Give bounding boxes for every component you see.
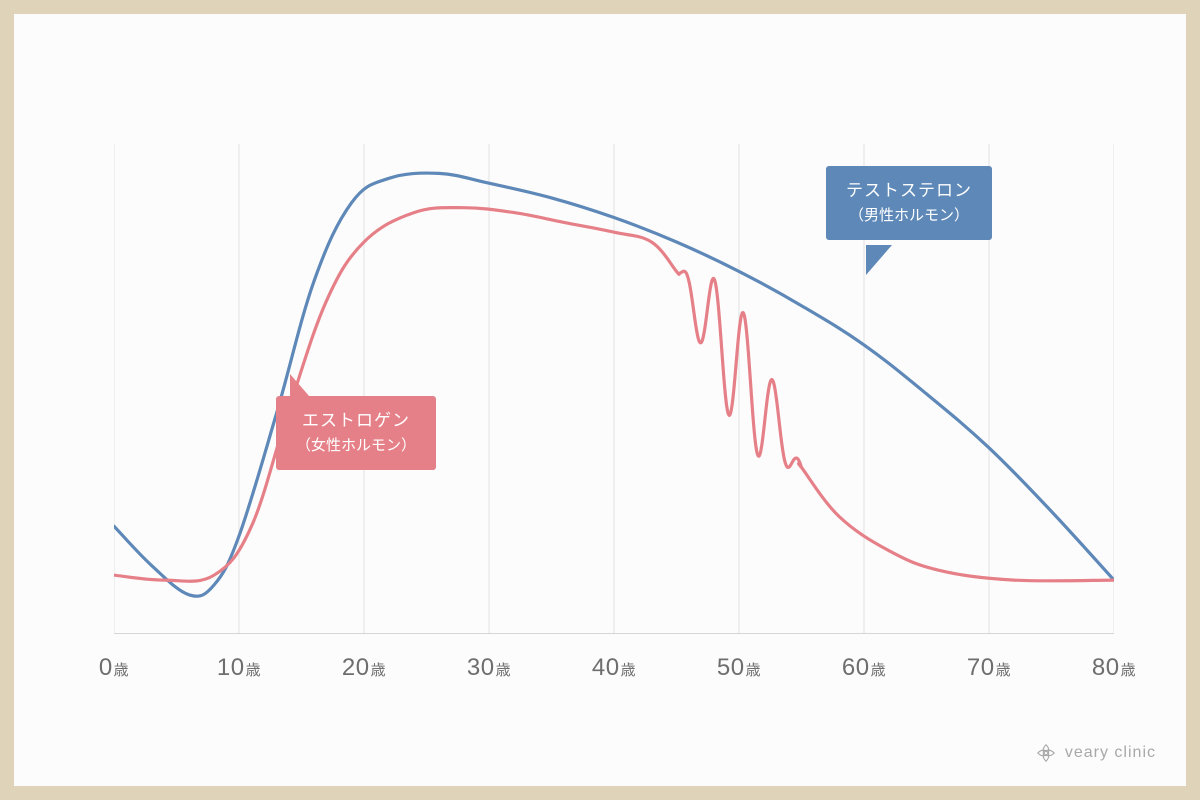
x-tick-label: 0歳 xyxy=(99,654,129,682)
page-canvas: 0歳 10歳 20歳 30歳 40歳 50歳 60歳 70歳 80歳 テストステロン （男性ホル… xyxy=(14,14,1186,786)
callout-line1: エストロゲン xyxy=(296,408,416,434)
callout-line2: （女性ホルモン） xyxy=(296,434,416,457)
x-axis-labels: 0歳10歳20歳30歳40歳50歳60歳70歳80歳 xyxy=(114,654,1114,684)
x-tick-label: 40歳 xyxy=(592,654,636,682)
x-tick-label: 10歳 xyxy=(217,654,261,682)
x-tick-label: 50歳 xyxy=(717,654,761,682)
callout-line2: （男性ホルモン） xyxy=(846,204,972,227)
callout-line1: テストステロン xyxy=(846,178,972,204)
x-tick-label: 30歳 xyxy=(467,654,511,682)
x-tick-label: 20歳 xyxy=(342,654,386,682)
page-border: 0歳 10歳 20歳 30歳 40歳 50歳 60歳 70歳 80歳 テストステロン （男性ホル… xyxy=(0,0,1200,800)
brand-watermark: veary clinic xyxy=(1035,742,1156,764)
callout-testosterone: テストステロン （男性ホルモン） xyxy=(826,166,992,240)
callout-estrogen-pointer xyxy=(286,370,326,410)
brand-text: veary clinic xyxy=(1065,744,1156,762)
x-tick-label: 70歳 xyxy=(967,654,1011,682)
callout-testosterone-pointer xyxy=(862,239,902,279)
x-tick-label: 60歳 xyxy=(842,654,886,682)
brand-logo-icon xyxy=(1035,742,1057,764)
x-tick-label: 80歳 xyxy=(1092,654,1136,682)
